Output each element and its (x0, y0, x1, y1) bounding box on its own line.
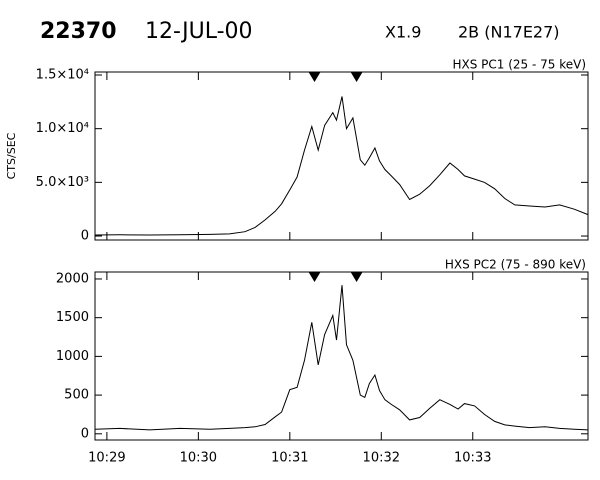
panel-label: HXS PC1 (25 - 75 keV) (452, 58, 586, 72)
event-id: 22370 (40, 19, 117, 44)
time-marker (308, 72, 321, 82)
time-marker (308, 272, 321, 282)
flare-class: X1.9 (385, 23, 421, 42)
y-tick-label: 5.0×10³ (36, 175, 89, 190)
y-tick-label: 2000 (56, 271, 89, 286)
y-tick-label: 1500 (56, 310, 89, 325)
plot-frame (94, 71, 589, 241)
y-tick-label: 1000 (56, 349, 89, 364)
x-tick-label: 10:29 (88, 451, 125, 466)
y-tick-label: 0 (81, 229, 89, 244)
y-tick-label: 1.0×10⁴ (36, 121, 89, 136)
data-line (94, 285, 589, 431)
event-date: 12-JUL-00 (145, 19, 253, 44)
y-tick-label: 0 (81, 426, 89, 441)
flare-location: 2B (N17E27) (458, 23, 560, 42)
y-axis-label: CTS/SEC (5, 132, 18, 179)
time-marker (350, 72, 363, 82)
panel-label: HXS PC2 (75 - 890 keV) (445, 258, 586, 272)
x-tick-label: 10:31 (271, 451, 308, 466)
data-line (94, 96, 589, 236)
y-tick-label: 500 (64, 388, 89, 403)
y-tick-label: 1.5×10⁴ (36, 68, 89, 83)
time-marker (350, 272, 363, 282)
x-tick-label: 10:30 (180, 451, 217, 466)
x-tick-label: 10:33 (454, 451, 491, 466)
x-tick-label: 10:32 (363, 451, 400, 466)
